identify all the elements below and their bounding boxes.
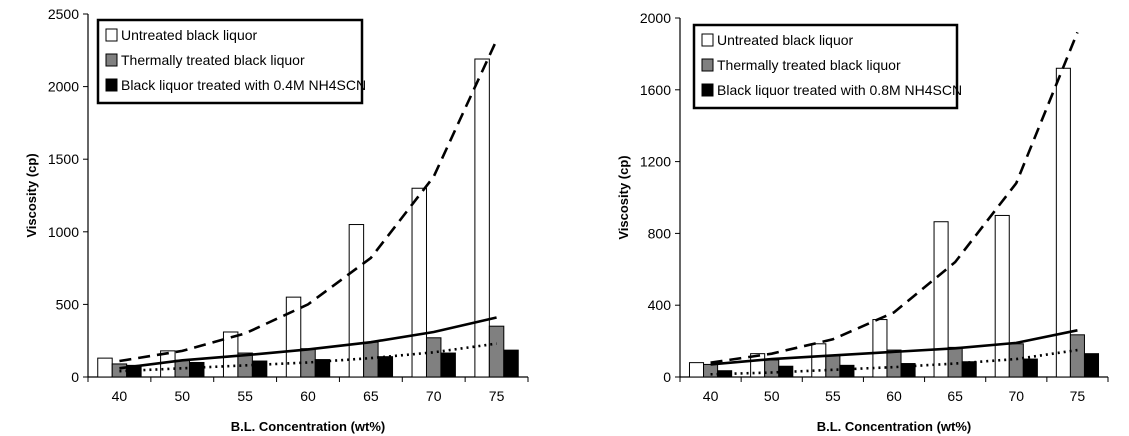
x-tick-label: 65 — [363, 388, 379, 404]
y-tick-label: 1000 — [48, 224, 79, 240]
bar-series-2 — [764, 359, 780, 378]
trendline-solid — [710, 329, 1078, 366]
chart-1: 0 500 1000 1500 2000 2500 40 50 55 60 65 70 75 B.L. C… — [24, 6, 529, 434]
y-tick-label: 500 — [56, 296, 80, 312]
y-tick-label: 0 — [663, 369, 671, 385]
y-tick-label: 1600 — [640, 82, 671, 98]
y-tick-label: 1500 — [48, 151, 79, 167]
legend-label-2: Thermally treated black liquor — [717, 57, 901, 73]
x-tick-label: 60 — [886, 388, 902, 404]
bar-series-1 — [285, 296, 302, 378]
bar-series-3 — [440, 352, 456, 378]
chart-2: 0 400 800 1200 1600 2000 40 50 55 60 65 70 75 B.L. Co… — [616, 10, 1109, 434]
bar-series-2 — [886, 349, 902, 378]
bar-series-3 — [1022, 358, 1038, 378]
bar-series-2 — [703, 363, 719, 378]
x-tick-label: 40 — [112, 388, 128, 404]
legend-swatch-1 — [105, 28, 118, 42]
bar-series-3 — [839, 364, 855, 378]
x-tick-label: 60 — [300, 388, 316, 404]
y-tick-label: 0 — [71, 369, 79, 385]
trendline-dotted — [710, 348, 1078, 376]
y-tick-label: 1200 — [640, 154, 671, 170]
legend-swatch-1 — [701, 33, 714, 47]
legend-swatch-2 — [105, 53, 118, 67]
bar-series-3 — [314, 359, 331, 378]
y-tick-label: 2000 — [48, 79, 79, 95]
legend-swatch-2 — [701, 58, 714, 72]
legend-box — [96, 18, 364, 105]
y-tick-label: 400 — [648, 297, 672, 313]
x-tick-label: 70 — [426, 388, 442, 404]
bar-series-1 — [348, 224, 365, 378]
x-tick-label: 55 — [825, 388, 841, 404]
trendline-dashed — [710, 31, 1079, 364]
legend-swatch-3 — [105, 78, 118, 92]
bar-series-1 — [411, 187, 427, 378]
bar-series-2 — [1069, 334, 1085, 378]
legend-label-2: Thermally treated black liquor — [121, 52, 305, 68]
x-tick-label: 40 — [703, 388, 719, 404]
bar-series-3 — [251, 360, 268, 378]
legend-swatch-3 — [701, 83, 714, 97]
legend-label-3: Black liquor treated with 0.8M NH4SCN — [717, 82, 962, 98]
y-tick-label: 2500 — [48, 6, 79, 22]
x-tick-label: 70 — [1008, 388, 1024, 404]
y-tick-label: 2000 — [640, 10, 671, 26]
y-axis-title: Viscosity (cp) — [24, 153, 39, 237]
legend-label-1: Untreated black liquor — [717, 32, 854, 48]
bar-series-1 — [474, 58, 490, 378]
bar-series-1 — [1055, 67, 1071, 378]
bar-series-2 — [425, 337, 442, 378]
bar-series-2 — [488, 325, 505, 378]
bar-series-3 — [1083, 353, 1100, 378]
bar-series-3 — [900, 363, 916, 378]
x-axis-title: B.L. Concentration (wt%) — [817, 419, 972, 434]
bar-series-1 — [933, 221, 949, 378]
bar-series-1 — [222, 331, 239, 378]
y-axis-title: Viscosity (cp) — [616, 155, 631, 239]
x-tick-label: 75 — [1070, 388, 1086, 404]
bar-series-2 — [825, 354, 841, 378]
x-tick-label: 50 — [174, 388, 190, 404]
y-tick-label: 800 — [648, 225, 672, 241]
x-axis-title: B.L. Concentration (wt%) — [231, 419, 386, 434]
legend: Untreated black liquor Thermally treated … — [692, 23, 962, 110]
trendline-solid — [119, 316, 497, 370]
x-tick-label: 55 — [237, 388, 253, 404]
x-tick-label: 75 — [489, 388, 505, 404]
bar-series-3 — [377, 356, 394, 378]
trendline-dashed — [119, 39, 498, 363]
x-tick-label: 65 — [947, 388, 963, 404]
bar-series-3 — [778, 365, 794, 378]
bar-series-2 — [947, 346, 963, 378]
bar-series-1 — [811, 343, 827, 378]
bar-series-3 — [503, 349, 519, 378]
bar-series-1 — [688, 362, 705, 378]
legend-box — [692, 23, 959, 110]
legend-label-3: Black liquor treated with 0.4M NH4SCN — [121, 77, 366, 93]
legend-label-1: Untreated black liquor — [121, 27, 258, 43]
x-tick-label: 50 — [764, 388, 780, 404]
legend: Untreated black liquor Thermally treated … — [96, 18, 366, 105]
bar-series-3 — [189, 361, 205, 378]
bar-series-1 — [97, 357, 113, 378]
bar-series-1 — [994, 214, 1010, 378]
